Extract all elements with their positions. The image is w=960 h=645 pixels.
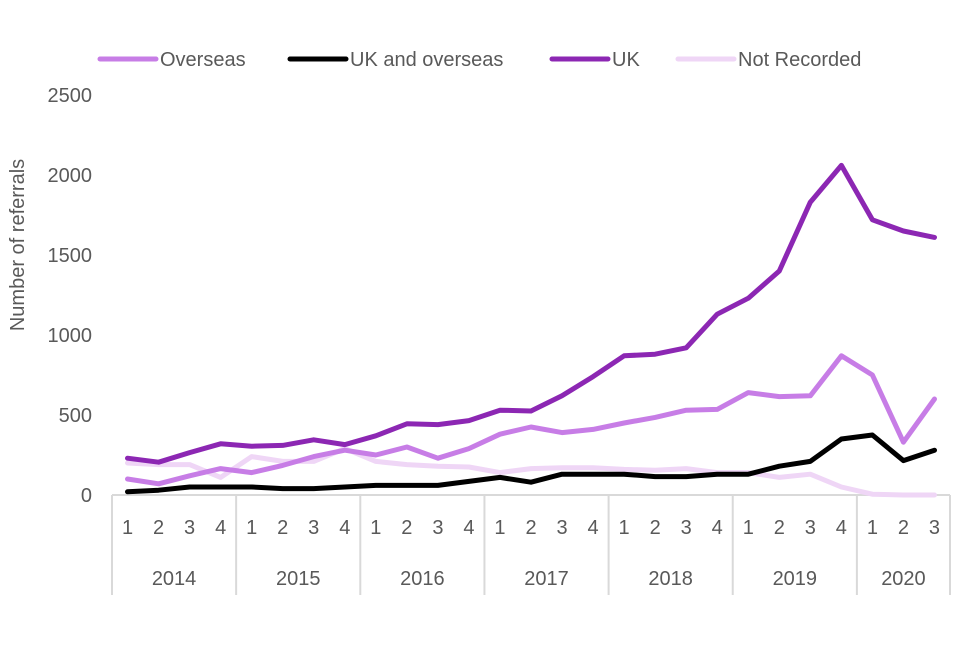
year-tick-label: 2017 xyxy=(524,568,569,590)
quarter-tick-label: 2 xyxy=(650,517,661,539)
quarter-tick-label: 1 xyxy=(122,517,133,539)
year-tick-label: 2016 xyxy=(400,568,445,590)
quarter-tick-label: 1 xyxy=(494,517,505,539)
quarter-tick-label: 3 xyxy=(929,517,940,539)
quarter-tick-label: 3 xyxy=(432,517,443,539)
quarter-tick-label: 2 xyxy=(153,517,164,539)
legend-label: Overseas xyxy=(160,49,246,71)
quarter-tick-label: 3 xyxy=(556,517,567,539)
quarter-tick-label: 3 xyxy=(184,517,195,539)
quarter-tick-label: 1 xyxy=(743,517,754,539)
legend-label: UK and overseas xyxy=(350,49,503,71)
series-lines xyxy=(125,162,937,498)
year-tick-label: 2019 xyxy=(773,568,818,590)
year-tick-label: 2014 xyxy=(152,568,197,590)
quarter-tick-label: 2 xyxy=(774,517,785,539)
quarter-tick-label: 4 xyxy=(836,517,847,539)
quarter-tick-label: 1 xyxy=(619,517,630,539)
quarter-tick-label: 3 xyxy=(681,517,692,539)
legend-label: UK xyxy=(612,49,640,71)
y-axis-label: Number of referrals xyxy=(7,159,29,331)
year-tick-label: 2018 xyxy=(648,568,693,590)
legend-item: UK xyxy=(549,49,640,71)
quarter-tick-label: 2 xyxy=(401,517,412,539)
y-tick-label: 1000 xyxy=(48,325,93,347)
quarter-tick-label: 3 xyxy=(308,517,319,539)
y-axis-ticks: 0 500 1000 1500 2000 2500 xyxy=(48,85,93,507)
y-tick-label: 500 xyxy=(59,405,92,427)
quarter-tick-label: 2 xyxy=(277,517,288,539)
legend-item: UK and overseas xyxy=(287,49,503,71)
series-line-not-recorded xyxy=(125,446,937,498)
quarter-tick-label: 4 xyxy=(712,517,723,539)
y-tick-label: 1500 xyxy=(48,245,93,267)
quarter-tick-label: 1 xyxy=(246,517,257,539)
legend-item: Overseas xyxy=(97,49,246,71)
series-line-overseas xyxy=(125,353,937,487)
quarter-tick-label: 4 xyxy=(215,517,226,539)
quarter-tick-label: 1 xyxy=(370,517,381,539)
y-tick-label: 0 xyxy=(81,485,92,507)
quarter-tick-label: 2 xyxy=(525,517,536,539)
quarter-tick-label: 4 xyxy=(339,517,350,539)
quarter-tick-label: 2 xyxy=(898,517,909,539)
quarter-tick-label: 4 xyxy=(588,517,599,539)
series-line-uk xyxy=(125,162,937,465)
series-line-uk-and-overseas xyxy=(125,432,937,495)
year-tick-label: 2015 xyxy=(276,568,321,590)
year-tick-label: 2020 xyxy=(881,568,926,590)
quarter-tick-label: 1 xyxy=(867,517,878,539)
legend-label: Not Recorded xyxy=(738,49,861,71)
y-tick-label: 2500 xyxy=(48,85,93,107)
legend: Overseas UK and overseas UK Not Recorded xyxy=(97,49,861,71)
quarter-tick-label: 4 xyxy=(463,517,474,539)
y-tick-label: 2000 xyxy=(48,165,93,187)
quarter-tick-label: 3 xyxy=(805,517,816,539)
legend-item: Not Recorded xyxy=(675,49,861,71)
